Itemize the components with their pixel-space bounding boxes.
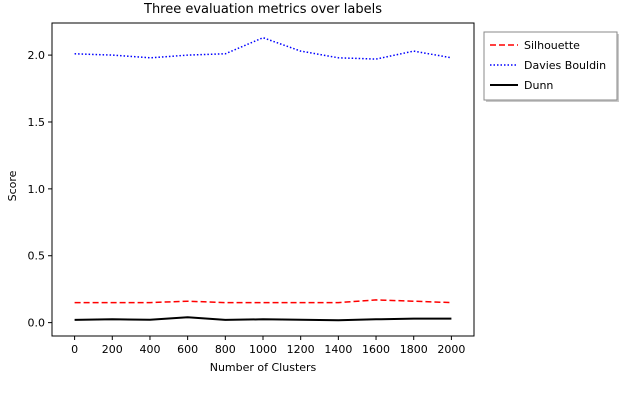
y-tick-label: 0.0 [28, 317, 46, 330]
x-tick-label: 0 [71, 343, 78, 356]
x-tick-label: 1000 [249, 343, 277, 356]
series-line-dunn [74, 316, 452, 322]
x-axis-label: Number of Clusters [210, 361, 317, 374]
x-tick-label: 800 [215, 343, 236, 356]
legend: Silhouette Davies Bouldin Dunn [483, 31, 619, 102]
x-tick-label: 2000 [437, 343, 465, 356]
legend-label: Silhouette [524, 39, 580, 52]
legend-box [483, 31, 618, 101]
x-tick-label: 600 [177, 343, 198, 356]
x-tick-label: 1200 [287, 343, 315, 356]
series-line-silhouette [74, 299, 452, 304]
x-tick-label: 1600 [362, 343, 390, 356]
x-tick-label: 400 [139, 343, 160, 356]
series-line-davies-bouldin [74, 36, 452, 60]
y-tick-label: 0.5 [28, 250, 46, 263]
x-tick-label: 1400 [324, 343, 352, 356]
plot-area-frame [51, 22, 475, 337]
y-tick-label: 1.5 [28, 116, 46, 129]
y-axis-label: Score [6, 170, 19, 201]
legend-label: Davies Bouldin [524, 59, 606, 72]
legend-label: Dunn [524, 79, 553, 92]
chart-title: Three evaluation metrics over labels [143, 2, 382, 17]
x-tick-label: 1800 [400, 343, 428, 356]
y-tick-label: 2.0 [28, 49, 46, 62]
y-tick-label: 1.0 [28, 183, 46, 196]
x-tick-label: 200 [102, 343, 123, 356]
